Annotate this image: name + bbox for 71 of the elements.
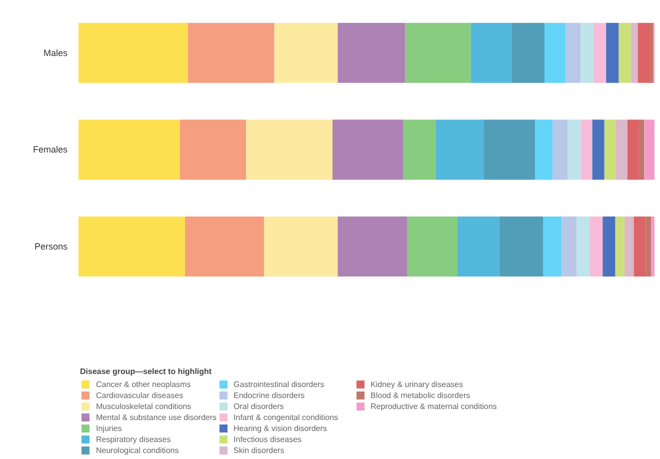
bar (580, 120, 592, 180)
legend-label: Infectious diseases (234, 434, 303, 444)
legend-label: Cancer & other neoplasms (96, 379, 192, 389)
bar (185, 216, 264, 276)
bar (338, 216, 408, 276)
bar (615, 216, 625, 276)
legend-label: Hearing & vision disorders (234, 423, 328, 433)
bar (646, 216, 652, 276)
bar (403, 120, 436, 180)
bar (562, 216, 577, 276)
legend-label: Kidney & urinary diseases (370, 379, 464, 389)
bar (470, 22, 512, 83)
legend-label: Reproductive & maternal conditions (370, 401, 497, 411)
bar (644, 120, 654, 180)
legend-label: Blood & metabolic disorders (370, 390, 472, 400)
bar (500, 216, 544, 276)
bar (407, 216, 458, 276)
bar (264, 216, 338, 276)
legend-label: Respiratory diseases (96, 434, 172, 444)
legend-label: Musculoskeletal conditions (96, 401, 192, 411)
bar (592, 120, 604, 180)
legend-label: Cardiovascular diseases (96, 390, 184, 400)
y-tick-label: Females (32, 144, 68, 155)
bar (590, 216, 603, 276)
bar (566, 22, 581, 83)
bar (576, 216, 590, 276)
bar (78, 216, 186, 276)
bar (246, 120, 333, 180)
legend-label: Mental & substance use disorders (96, 412, 217, 422)
bar (602, 216, 616, 276)
bar (634, 216, 646, 276)
bar (618, 22, 631, 83)
bar (543, 216, 562, 276)
bar (512, 22, 544, 83)
bar (580, 22, 594, 83)
bar (627, 120, 639, 180)
legend-label: Skin disorders (234, 445, 286, 455)
bar (552, 120, 568, 180)
bar (332, 120, 404, 180)
legend-label: Neurological conditions (96, 445, 180, 455)
bar (78, 120, 180, 180)
bar (274, 22, 338, 83)
bar (458, 216, 500, 276)
bar (638, 120, 644, 180)
bar (604, 120, 616, 180)
bar (638, 22, 650, 83)
bar (436, 120, 484, 180)
bar (338, 22, 406, 83)
bar (180, 120, 246, 180)
y-tick-label: Males (43, 48, 68, 58)
bar (78, 22, 188, 83)
bar (630, 22, 638, 83)
bar (188, 22, 274, 83)
legend-title: Disease group—select to highlight (80, 367, 213, 376)
legend-label: Infant & congenital conditions (234, 412, 340, 422)
bar (606, 22, 619, 83)
bar (624, 216, 634, 276)
bar (544, 22, 566, 83)
bar (651, 216, 654, 276)
bar (650, 22, 654, 83)
bar (616, 120, 628, 180)
bar (405, 22, 471, 83)
legend-label: Endocrine disorders (234, 390, 306, 400)
legend-label: Oral disorders (234, 401, 285, 411)
bar (535, 120, 553, 180)
legend-label: Injuries (96, 423, 123, 433)
legend-label: Gastrointestinal disorders (234, 379, 326, 389)
bar (568, 120, 581, 180)
y-tick-label: Persons (34, 241, 68, 252)
bar (484, 120, 536, 180)
bar (593, 22, 606, 83)
